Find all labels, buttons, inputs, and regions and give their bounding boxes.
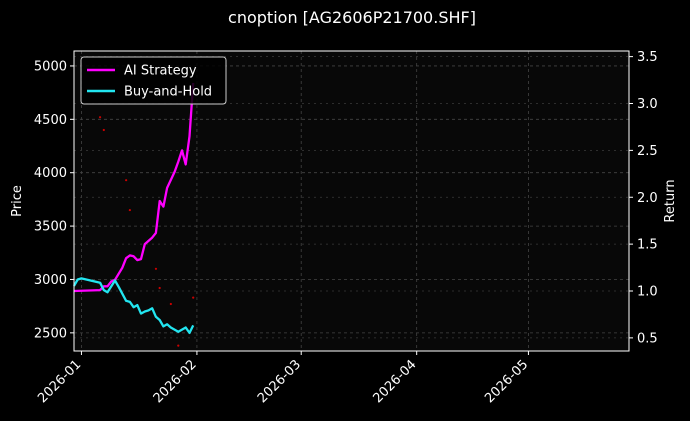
y-tick-label-right: 1.5 — [637, 238, 658, 253]
legend-box — [80, 56, 227, 105]
y-tick-label-left: 5000 — [34, 59, 67, 74]
ai-strategy-line — [73, 82, 195, 293]
trade-marker — [125, 179, 128, 182]
y-tick-label-right: 3.0 — [637, 97, 658, 112]
y-tick-label-left: 3000 — [34, 273, 67, 288]
trade-marker — [154, 267, 158, 270]
legend-entry: AI Strategy — [124, 64, 197, 79]
legend-entry: Buy-and-Hold — [124, 85, 212, 100]
trade-marker — [192, 296, 195, 299]
y-tick-label-right: 0.5 — [637, 331, 658, 346]
y-tick-label-left: 3500 — [34, 220, 67, 235]
legend: AI Strategy Buy-and-Hold — [80, 56, 227, 105]
chart-title: cnoption [AG2606P21700.SHF] — [228, 8, 476, 27]
plot-frame — [73, 50, 630, 352]
trade-marker — [98, 116, 102, 119]
trade-marker — [169, 302, 172, 306]
plot-marks — [73, 82, 195, 347]
y-tick-label-left: 4500 — [34, 113, 67, 128]
y-tick-label-right: 1.0 — [637, 285, 658, 300]
trade-marker — [128, 208, 131, 212]
y-axis-label-right: Return — [663, 179, 678, 222]
y-tick-label-right: 2.0 — [637, 191, 658, 206]
y-axis-label-left: Price — [10, 185, 25, 217]
y-tick-label-right: 3.5 — [637, 50, 658, 65]
y-tick-label-right: 2.5 — [637, 144, 658, 159]
y-tick-label-left: 4000 — [34, 166, 67, 181]
buy-and-hold-line — [73, 277, 195, 335]
trade-marker — [177, 344, 180, 347]
trade-marker — [158, 286, 161, 290]
trade-marker — [102, 128, 105, 132]
y-tick-label-left: 2500 — [34, 326, 67, 341]
